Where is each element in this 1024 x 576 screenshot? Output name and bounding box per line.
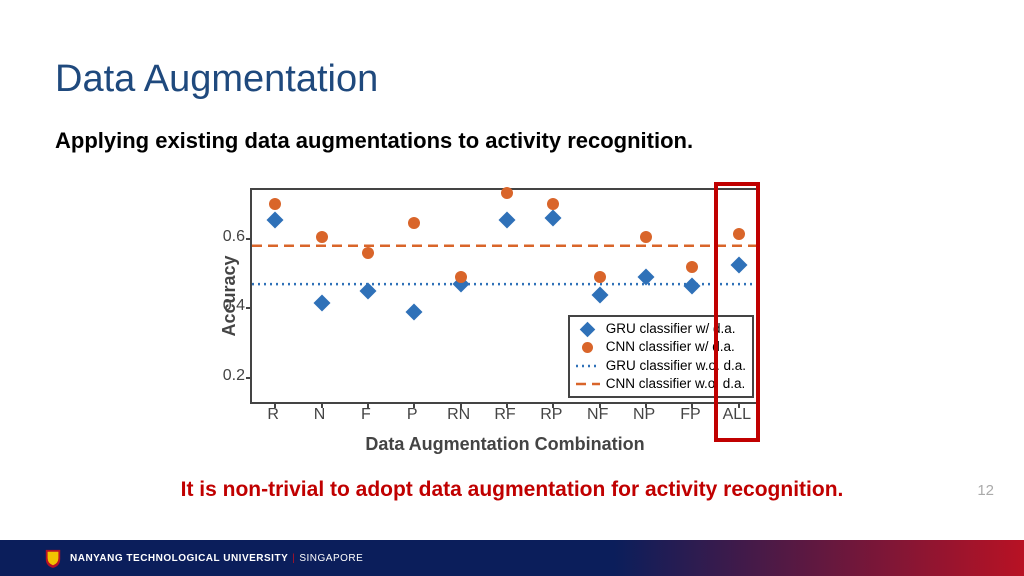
gru-point [316,297,328,309]
accuracy-chart: Accuracy GRU classifier w/ d.a.CNN class… [185,178,775,456]
ytick-label: 0.6 [205,228,245,246]
xtick-label: NF [587,406,608,424]
gru-point [547,212,559,224]
cnn-point [408,217,420,229]
slide-title: Data Augmentation [55,58,378,101]
slide-subtitle: Applying existing data augmentations to … [55,128,693,154]
chart-ylabel: Accuracy [219,255,240,336]
xtick-label: FP [680,406,700,424]
footer: NANYANG TECHNOLOGICAL UNIVERSITY|SINGAPO… [0,540,1024,576]
gru-point [640,271,652,283]
slide: Data Augmentation Applying existing data… [0,0,1024,576]
cnn-point [640,231,652,243]
chart-plot-area: GRU classifier w/ d.a.CNN classifier w/ … [250,188,760,404]
xtick-label: RP [540,406,562,424]
callout-text: It is non-trivial to adopt data augmenta… [0,478,1024,502]
cnn-point [547,198,559,210]
gru-point [594,289,606,301]
cnn-point [362,247,374,259]
gru-point [501,214,513,226]
ntu-crest-icon [44,548,62,568]
gru-point [269,214,281,226]
xtick-label: RN [447,406,470,424]
gru-point [362,285,374,297]
cnn-point [686,261,698,273]
footer-text: NANYANG TECHNOLOGICAL UNIVERSITY|SINGAPO… [70,553,363,564]
xtick-label: N [314,406,326,424]
xtick-label: RF [494,406,515,424]
cnn-point [316,231,328,243]
cnn-point [269,198,281,210]
cnn-point [594,271,606,283]
footer-org: NANYANG TECHNOLOGICAL UNIVERSITY [70,553,288,564]
xtick-label: R [267,406,279,424]
highlight-box [714,182,760,442]
page-number: 12 [977,482,994,499]
footer-loc: SINGAPORE [299,553,363,564]
cnn-point [455,271,467,283]
gru-point [686,280,698,292]
ytick-label: 0.2 [205,367,245,385]
xtick-label: P [407,406,418,424]
gru-point [408,306,420,318]
ytick-label: 0.4 [205,297,245,315]
xtick-label: F [361,406,371,424]
xtick-label: NP [633,406,655,424]
cnn-point [501,187,513,199]
chart-xlabel: Data Augmentation Combination [250,434,760,455]
